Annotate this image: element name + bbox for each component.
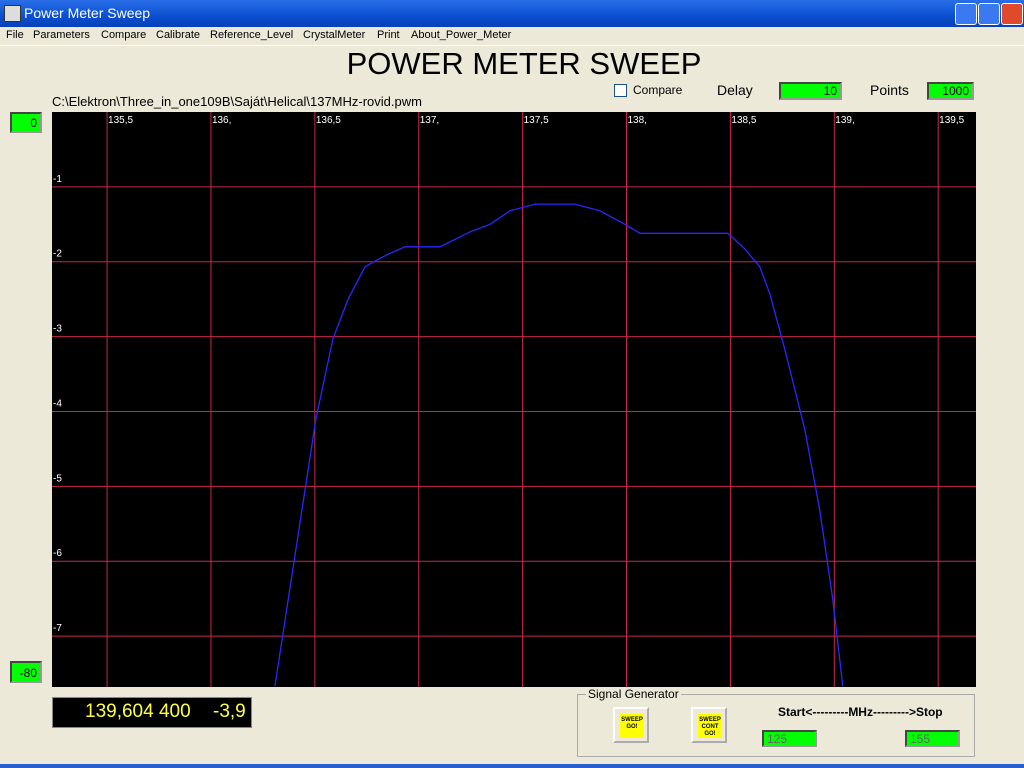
menu-item[interactable]: CrystalMeter (303, 29, 366, 41)
x-tick-label: 136,5 (316, 115, 341, 126)
compare-label[interactable]: Compare (633, 83, 683, 97)
sweep-button[interactable]: SWEEP GO! (613, 707, 649, 743)
readout-frequency: 139,604 400 (85, 701, 191, 722)
x-tick-label: 137,5 (524, 115, 549, 126)
close-button[interactable] (1001, 3, 1023, 25)
button-text: SWEEP (699, 717, 721, 723)
menu-item[interactable]: Calibrate (156, 29, 201, 41)
window-title: Power Meter Sweep (24, 5, 151, 21)
x-tick-label: 136, (212, 115, 231, 126)
points-field[interactable]: 1000 (927, 82, 974, 100)
readout-level: -3,9 (213, 701, 246, 722)
sweep-cont-button-face[interactable]: SWEEP CONT GO! (698, 714, 722, 738)
restore-button[interactable] (978, 3, 1000, 25)
button-text: SWEEP (621, 717, 643, 723)
menu-bar: File Parameters Compare Calibrate Reference_… (0, 27, 1024, 45)
menu-item[interactable]: About_Power_Meter (411, 29, 512, 41)
start-field[interactable]: 125 (762, 730, 817, 747)
menu-item[interactable]: Print (377, 29, 400, 41)
data-line (274, 203, 844, 687)
button-text: CONT (701, 724, 719, 730)
y-tick-label: -7 (53, 623, 62, 634)
range-label: Start<---------MHz--------->Stop (778, 705, 943, 719)
y-tick-label: -2 (53, 249, 62, 260)
menu-item[interactable]: Reference_Level (210, 29, 294, 41)
readout: 139,604 400 -3,9 (52, 697, 252, 728)
menu-item[interactable]: File (6, 29, 24, 41)
heading: POWER METER SWEEP (0, 46, 1024, 82)
points-label: Points (870, 82, 909, 98)
x-tick-label: 137, (420, 115, 439, 126)
app-icon (4, 5, 21, 22)
plot-background (52, 112, 976, 687)
minimize-button[interactable] (955, 3, 977, 25)
group-title: Signal Generator (586, 687, 681, 701)
title-bar: Power Meter Sweep (0, 0, 1024, 27)
sweep-button-face[interactable]: SWEEP GO! (620, 714, 644, 738)
menu-item[interactable]: Compare (101, 29, 147, 41)
compare-checkbox[interactable] (614, 84, 627, 97)
button-text: GO! (626, 724, 638, 730)
x-tick-label: 138,5 (731, 115, 756, 126)
y-tick-label: -3 (53, 324, 62, 335)
y-tick-label: -6 (53, 548, 62, 559)
y-tick-label: -4 (53, 398, 62, 409)
scale-bottom-field[interactable]: -80 (10, 661, 42, 683)
stop-field[interactable]: 155 (905, 730, 960, 747)
heading-text: POWER METER SWEEP (346, 46, 702, 81)
delay-label: Delay (717, 82, 753, 98)
separator (0, 45, 1024, 46)
scale-top-field[interactable]: 0 (10, 112, 42, 133)
sweep-cont-button[interactable]: SWEEP CONT GO! (691, 707, 727, 743)
x-tick-label: 139,5 (939, 115, 964, 126)
x-tick-label: 135,5 (108, 115, 133, 126)
file-path: C:\Elektron\Three_in_one109B\Saját\Helic… (52, 94, 422, 109)
y-tick-label: -1 (53, 174, 62, 185)
x-tick-label: 139, (835, 115, 854, 126)
plot: 135,5 136, 136,5 137, 137,5 138, 138,5 139, 139,… (52, 112, 976, 687)
button-text: GO! (704, 731, 716, 737)
x-tick-label: 138, (628, 115, 647, 126)
delay-field[interactable]: 10 (779, 82, 842, 100)
y-tick-label: -5 (53, 473, 62, 484)
signal-generator-group: Signal Generator SWEEP GO! SWEEP CONT GO! S… (577, 687, 975, 757)
menu-item[interactable]: Parameters (33, 29, 90, 41)
bottom-border (0, 764, 1024, 768)
